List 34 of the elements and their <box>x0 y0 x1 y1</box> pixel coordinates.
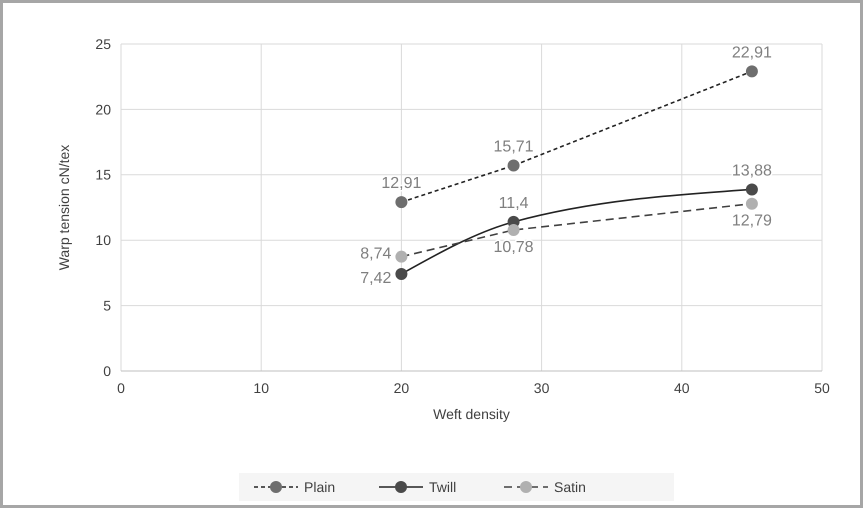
data-label: 11,4 <box>498 194 529 212</box>
x-tick-label: 30 <box>534 380 550 396</box>
legend-label: Plain <box>304 478 336 495</box>
y-tick-label: 15 <box>95 166 112 183</box>
data-label: 12,91 <box>381 175 422 192</box>
x-tick-label: 40 <box>674 380 690 396</box>
y-tick-label: 20 <box>95 101 112 118</box>
y-axis-title: Warp tension cN/tex <box>56 144 72 270</box>
x-tick-label: 0 <box>117 380 126 396</box>
data-label: 8,74 <box>360 246 392 263</box>
y-tick-label: 10 <box>95 232 112 248</box>
data-label: 15,71 <box>494 138 534 156</box>
data-label: 10,78 <box>494 239 534 256</box>
data-label: 13,88 <box>732 162 772 180</box>
y-tick-label: 25 <box>95 36 112 52</box>
point <box>395 196 408 208</box>
point <box>746 198 758 210</box>
y-tick-label: 5 <box>103 298 112 314</box>
x-tick-label: 20 <box>394 380 410 396</box>
point <box>508 160 520 172</box>
x-tick-label: 50 <box>814 380 830 396</box>
data-label: 22,91 <box>732 44 772 62</box>
y-tick-label: 0 <box>103 362 112 379</box>
x-axis-title: Weft density <box>433 406 510 422</box>
data-label: 7,42 <box>360 270 392 287</box>
point <box>508 224 520 236</box>
data-label: 12,79 <box>732 212 772 230</box>
point <box>395 250 408 263</box>
legend-label: Twill <box>429 478 456 495</box>
legend-label: Satin <box>554 478 586 495</box>
point <box>746 183 758 196</box>
point <box>395 268 408 280</box>
point <box>746 65 758 78</box>
x-tick-label: 10 <box>253 380 270 396</box>
